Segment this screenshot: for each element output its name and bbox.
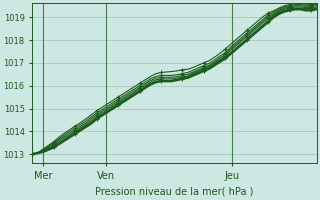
X-axis label: Pression niveau de la mer( hPa ): Pression niveau de la mer( hPa ): [95, 187, 253, 197]
